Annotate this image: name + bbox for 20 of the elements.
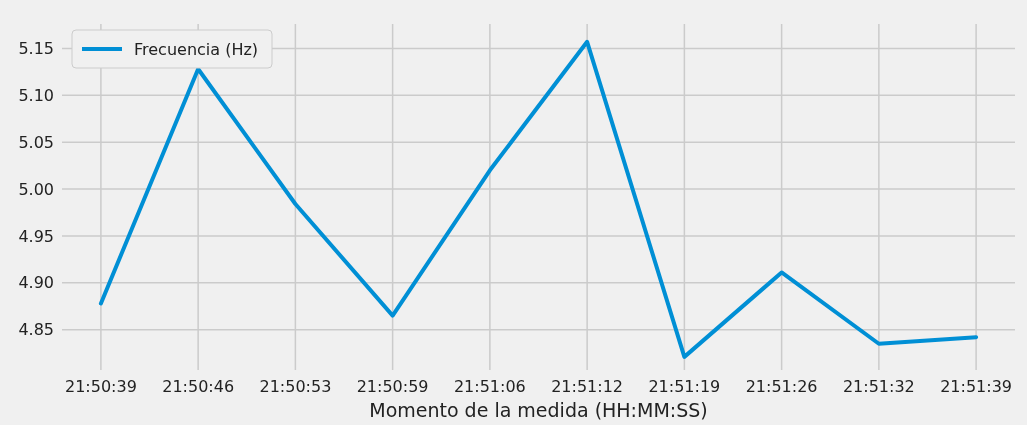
x-tick-label: 21:51:12 [551, 377, 624, 396]
x-tick-label: 21:51:39 [940, 377, 1013, 396]
y-tick-label: 4.95 [18, 226, 54, 246]
x-tick-label: 21:50:39 [64, 377, 137, 396]
x-tick-label: 21:51:06 [453, 377, 526, 396]
x-tick-label: 21:51:26 [745, 377, 818, 396]
y-tick-label: 5.05 [18, 132, 54, 152]
line-series [98, 39, 979, 359]
y-tick-label: 5.15 [18, 38, 54, 58]
y-tick-label: 5.10 [18, 85, 54, 105]
y-tick-label: 4.90 [18, 273, 54, 293]
x-tick-label: 21:50:53 [259, 377, 332, 396]
legend-label: Frecuencia (Hz) [134, 39, 259, 59]
x-tick-label: 21:50:59 [356, 377, 429, 396]
y-tick-label: 4.85 [18, 320, 54, 340]
x-axis-title: Momento de la medida (HH:MM:SS) [369, 399, 708, 421]
y-tick-label: 5.00 [18, 179, 54, 199]
x-tick-label: 21:51:19 [648, 377, 721, 396]
x-tick-label: 21:50:46 [162, 377, 235, 396]
x-tick-label: 21:51:32 [842, 377, 915, 396]
